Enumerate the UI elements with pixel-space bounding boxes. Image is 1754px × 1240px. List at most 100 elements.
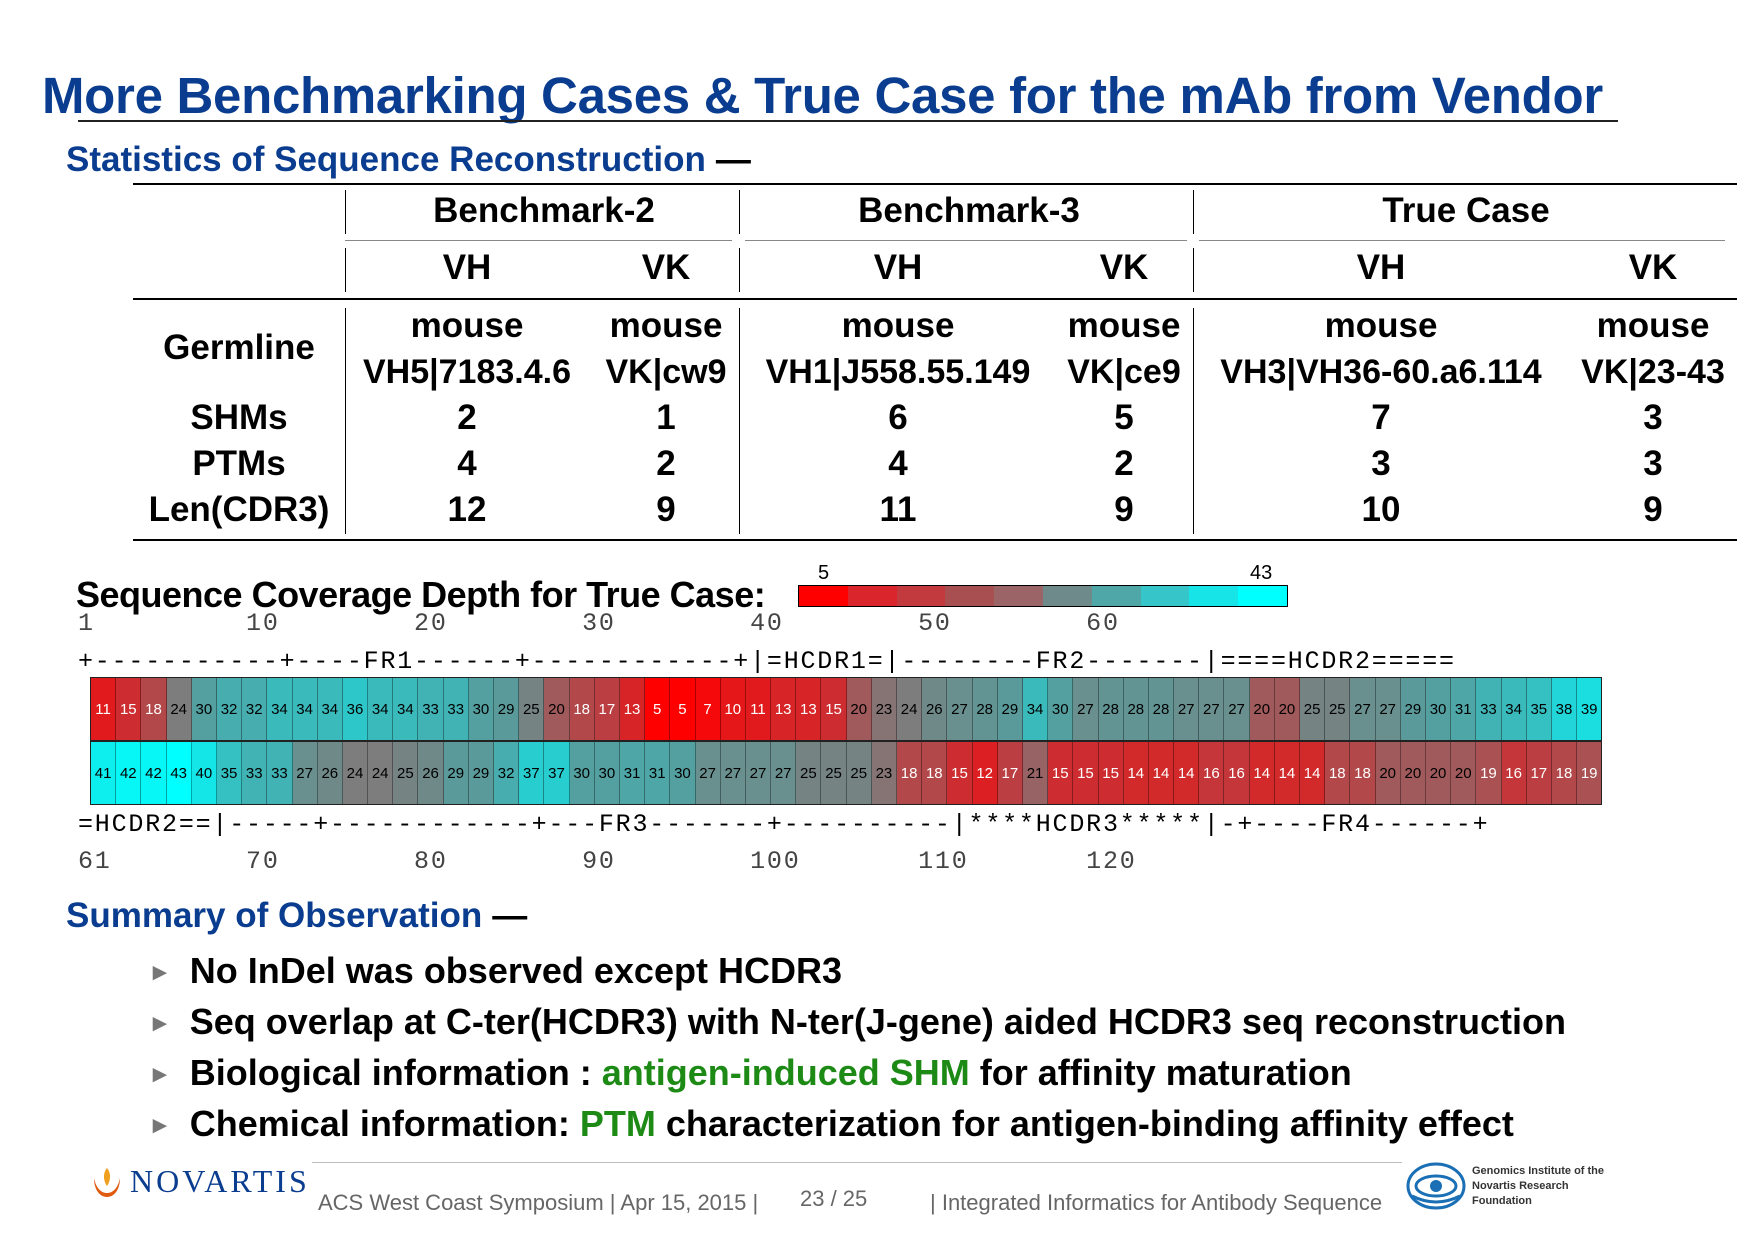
depth-cell: 24	[342, 742, 369, 804]
depth-cell: 27	[745, 742, 772, 804]
depth-cell: 27	[1199, 678, 1225, 740]
coverage-title: Sequence Coverage Depth for True Case:	[76, 574, 766, 615]
subcol-header: VK	[641, 248, 691, 287]
bullet-arrow-icon: ►	[148, 1010, 172, 1037]
col-divider-2b	[739, 248, 740, 292]
germline-species: mouse	[1324, 306, 1438, 345]
legend-max-label: 43	[1250, 562, 1273, 584]
gnf-eye-icon	[1406, 1162, 1466, 1210]
depth-cell: 30	[191, 678, 217, 740]
depth-cell: 20	[1425, 742, 1452, 804]
depth-cell: 27	[292, 742, 318, 804]
depth-cell: 18	[1551, 742, 1578, 804]
depth-cell: 18	[141, 678, 167, 740]
depth-cell: 23	[871, 742, 897, 804]
summary-text: for affinity maturation	[969, 1052, 1352, 1093]
depth-cell: 29	[494, 678, 520, 740]
depth-cell: 14	[1249, 742, 1275, 804]
depth-cell: 18	[1325, 742, 1351, 804]
depth-cell: 34	[393, 678, 419, 740]
depth-cell: 16	[1199, 742, 1225, 804]
germline-gene: VK|23-43	[1581, 353, 1725, 391]
depth-color-legend	[798, 585, 1288, 607]
depth-cell: 5	[670, 678, 696, 740]
legend-segment	[945, 586, 995, 606]
depth-cell: 27	[1073, 678, 1099, 740]
col-divider-1c	[345, 308, 346, 534]
depth-cell: 32	[242, 678, 268, 740]
depth-cell: 18	[897, 742, 923, 804]
depth-cell: 17	[594, 678, 620, 740]
depth-cell: 5	[645, 678, 671, 740]
group-header: Benchmark-3	[858, 191, 1080, 230]
depth-cell: 27	[720, 742, 746, 804]
depth-cell: 12	[972, 742, 998, 804]
depth-cell: 14	[1300, 742, 1326, 804]
depth-cell: 25	[796, 742, 822, 804]
table-cell: 12	[447, 490, 487, 529]
depth-cell: 30	[594, 742, 620, 804]
depth-cell: 18	[1350, 742, 1376, 804]
depth-cell: 24	[166, 678, 192, 740]
subcol-header: VK	[1099, 248, 1149, 287]
depth-cell: 33	[242, 742, 268, 804]
depth-cell: 33	[418, 678, 444, 740]
table-cell: 11	[879, 490, 917, 529]
gnf-line: Novartis Research	[1472, 1179, 1569, 1192]
depth-cell: 36	[342, 678, 369, 740]
table-cell: 2	[1114, 444, 1134, 483]
footer-talk-title: | Integrated Informatics for Antibody Se…	[930, 1190, 1383, 1215]
highlighted-text: PTM	[579, 1103, 656, 1144]
col-divider-3a	[1193, 190, 1194, 234]
subcol-header: VH	[873, 248, 923, 287]
depth-cell: 32	[494, 742, 520, 804]
group-header: True Case	[1382, 191, 1550, 230]
row-label-len-cdr3: Len(CDR3)	[148, 490, 330, 529]
novartis-wordmark: NOVARTIS	[130, 1163, 310, 1199]
germline-gene: VK|ce9	[1067, 353, 1181, 391]
depth-cell: 23	[871, 678, 897, 740]
title-underline	[78, 120, 1618, 122]
gnf-logo: Genomics Institute of the Novartis Resea…	[1406, 1160, 1604, 1212]
depth-cell: 25	[821, 742, 847, 804]
germline-species: mouse	[1067, 306, 1181, 345]
legend-min-label: 5	[818, 562, 830, 584]
depth-cell: 25	[1325, 678, 1351, 740]
depth-cell: 28	[1098, 678, 1124, 740]
depth-cell: 28	[1123, 678, 1149, 740]
col-divider-3c	[1193, 308, 1194, 534]
bullet-arrow-icon: ►	[148, 1061, 172, 1088]
legend-segment	[896, 586, 946, 606]
table-cell: 9	[1643, 490, 1663, 529]
depth-cell: 17	[997, 742, 1023, 804]
depth-cell: 27	[695, 742, 721, 804]
bullet-arrow-icon: ►	[148, 1112, 172, 1139]
col-divider-3b	[1193, 248, 1194, 292]
legend-segment	[994, 586, 1043, 606]
germline-species: mouse	[1596, 306, 1710, 345]
depth-cell: 15	[947, 742, 973, 804]
depth-cell: 25	[393, 742, 419, 804]
depth-cell: 26	[922, 678, 948, 740]
depth-row-2: 41 42 42 43 40 35 33 33 27 26 24 24 25 26 29 29 32 37 37 30…	[90, 741, 1602, 805]
depth-cell: 33	[443, 678, 469, 740]
summary-text: No InDel was observed except HCDR3	[189, 950, 842, 991]
depth-cell: 27	[1375, 678, 1401, 740]
depth-cell: 19	[1476, 742, 1502, 804]
table-cell: 2	[656, 444, 676, 483]
summary-list: ► No InDel was observed except HCDR3 ► Seq …	[148, 945, 1566, 1149]
table-cell: 6	[888, 398, 908, 437]
depth-cell: 30	[670, 742, 696, 804]
depth-cell: 29	[997, 678, 1023, 740]
depth-cell: 7	[695, 678, 721, 740]
group-rule-2	[745, 240, 1187, 241]
depth-cell: 11	[745, 678, 772, 740]
depth-cell: 32	[216, 678, 243, 740]
table-cell: 9	[1114, 490, 1134, 529]
depth-cell: 14	[1174, 742, 1200, 804]
depth-cell: 24	[368, 742, 394, 804]
depth-cell: 34	[1501, 678, 1527, 740]
gnf-line: Genomics Institute of the	[1472, 1164, 1605, 1177]
depth-cell: 20	[1451, 742, 1477, 804]
gnf-line: Foundation	[1472, 1194, 1532, 1207]
